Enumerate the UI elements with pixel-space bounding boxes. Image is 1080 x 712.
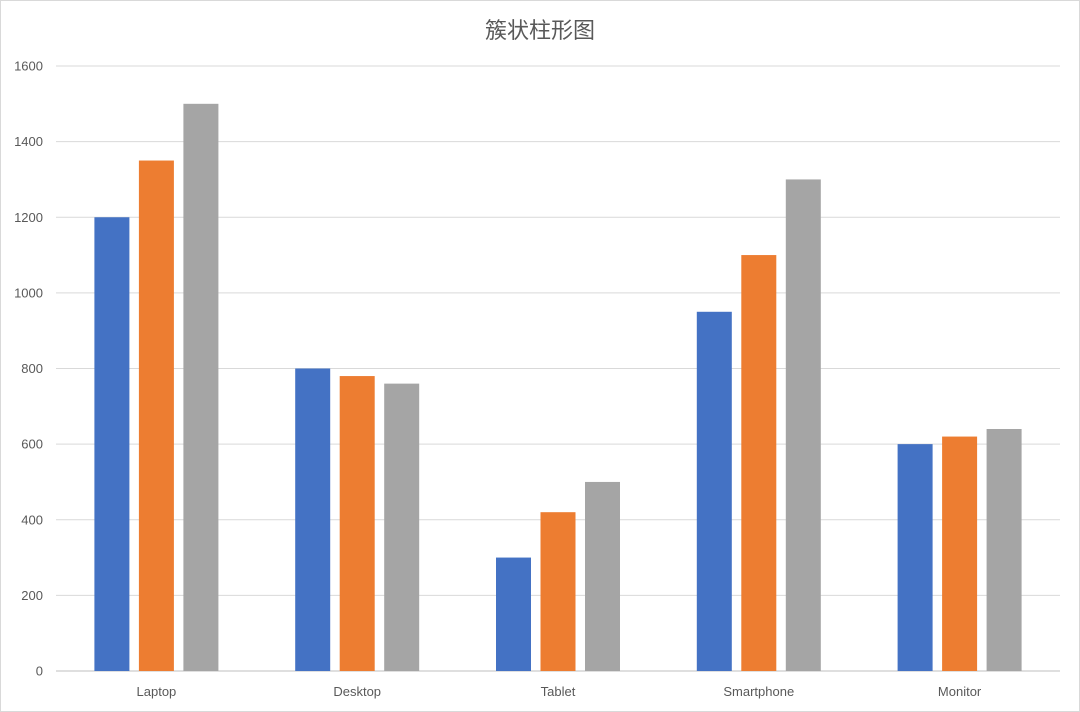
y-tick-label: 1000 xyxy=(14,285,43,300)
bar-smartphone-series-1 xyxy=(696,311,732,671)
y-tick-label: 1400 xyxy=(14,134,43,149)
bars xyxy=(94,103,1022,671)
gridlines xyxy=(56,65,1060,672)
x-tick-label: Monitor xyxy=(938,684,982,699)
chart-title: 簇状柱形图 xyxy=(485,19,595,44)
x-tick-label: Smartphone xyxy=(723,684,794,699)
y-tick-label: 800 xyxy=(21,361,43,376)
bar-laptop-series-3 xyxy=(183,103,219,671)
y-tick-label: 200 xyxy=(21,588,43,603)
bar-desktop-series-2 xyxy=(339,376,375,671)
bar-smartphone-series-2 xyxy=(741,255,777,671)
bar-desktop-series-3 xyxy=(384,383,420,671)
bar-monitor-series-2 xyxy=(942,436,978,671)
y-tick-label: 1200 xyxy=(14,210,43,225)
x-axis-ticks: Laptop Desktop Tablet Smartphone Monitor xyxy=(137,684,982,699)
bar-tablet-series-1 xyxy=(496,557,531,671)
y-tick-label: 600 xyxy=(21,437,43,452)
bar-tablet-series-2 xyxy=(540,512,576,671)
x-tick-label: Desktop xyxy=(333,684,381,699)
y-tick-label: 0 xyxy=(36,664,43,679)
x-tick-label: Laptop xyxy=(137,684,177,699)
bar-monitor-series-3 xyxy=(986,429,1022,671)
y-tick-label: 1600 xyxy=(14,59,43,74)
bar-laptop-series-2 xyxy=(138,160,174,671)
bar-smartphone-series-3 xyxy=(785,179,821,671)
y-axis-ticks: 0 200 400 600 800 1000 1200 1400 1600 xyxy=(14,59,43,679)
bar-laptop-series-1 xyxy=(94,217,130,671)
bar-desktop-series-1 xyxy=(295,368,331,671)
bar-tablet-series-3 xyxy=(585,481,620,671)
y-tick-label: 400 xyxy=(21,512,43,527)
x-tick-label: Tablet xyxy=(541,684,576,699)
bar-monitor-series-1 xyxy=(897,444,933,671)
